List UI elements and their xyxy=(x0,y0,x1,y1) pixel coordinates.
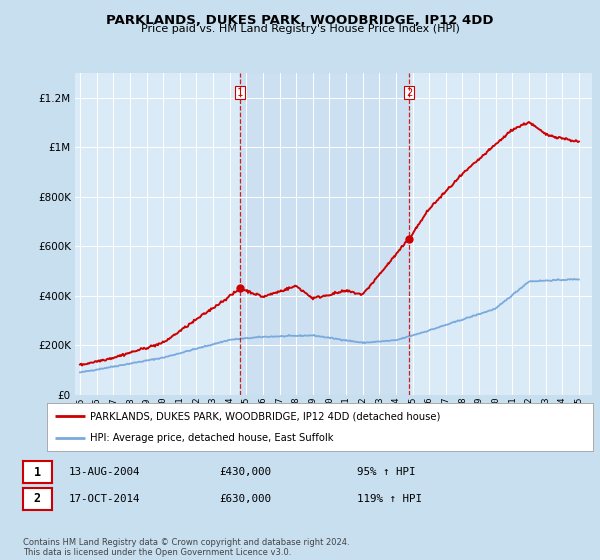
Text: HPI: Average price, detached house, East Suffolk: HPI: Average price, detached house, East… xyxy=(91,433,334,443)
Text: 2: 2 xyxy=(34,492,41,506)
Text: PARKLANDS, DUKES PARK, WOODBRIDGE, IP12 4DD (detached house): PARKLANDS, DUKES PARK, WOODBRIDGE, IP12 … xyxy=(91,411,441,421)
Text: PARKLANDS, DUKES PARK, WOODBRIDGE, IP12 4DD: PARKLANDS, DUKES PARK, WOODBRIDGE, IP12 … xyxy=(106,14,494,27)
Bar xyxy=(240,73,409,395)
Text: £630,000: £630,000 xyxy=(219,494,271,504)
Text: £430,000: £430,000 xyxy=(219,467,271,477)
Text: Price paid vs. HM Land Registry's House Price Index (HPI): Price paid vs. HM Land Registry's House … xyxy=(140,24,460,34)
Text: 1: 1 xyxy=(237,87,243,97)
Text: 2: 2 xyxy=(406,87,412,97)
Text: 119% ↑ HPI: 119% ↑ HPI xyxy=(357,494,422,504)
Text: Contains HM Land Registry data © Crown copyright and database right 2024.
This d: Contains HM Land Registry data © Crown c… xyxy=(23,538,349,557)
Text: 17-OCT-2014: 17-OCT-2014 xyxy=(69,494,140,504)
Text: 13-AUG-2004: 13-AUG-2004 xyxy=(69,467,140,477)
Text: 95% ↑ HPI: 95% ↑ HPI xyxy=(357,467,415,477)
Text: 1: 1 xyxy=(34,465,41,479)
